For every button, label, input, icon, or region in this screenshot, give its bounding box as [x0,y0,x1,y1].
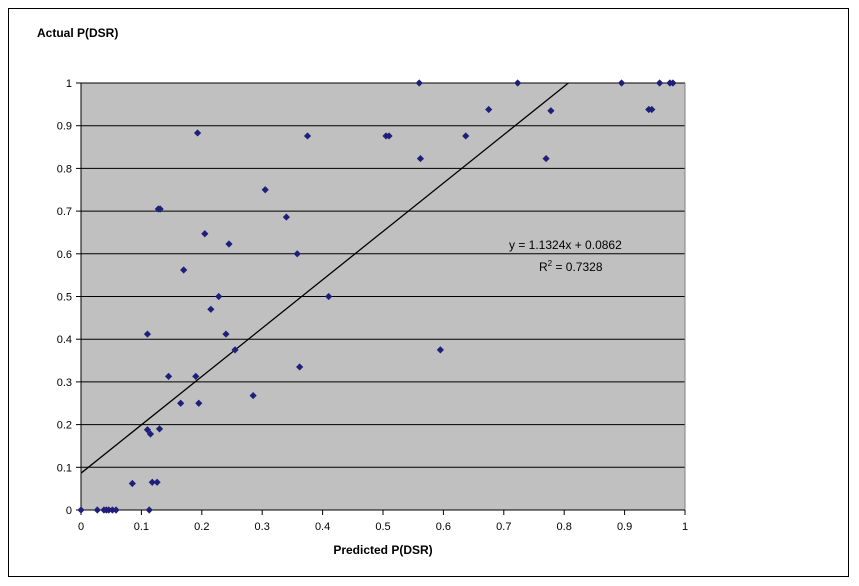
data-point [215,292,223,301]
data-point [108,506,117,514]
data-point [415,79,423,87]
r-squared-label: R2 = 0.7328 [539,259,603,274]
data-point [485,105,493,114]
data-point [146,430,155,438]
y-tick-label: 1 [66,78,72,90]
r-squared-prefix: R [539,260,548,274]
data-point [207,305,215,313]
data-point [231,346,239,354]
x-tick-label: 0.1 [134,521,149,533]
data-point [222,330,230,338]
x-tick-label: 0.7 [496,521,511,533]
data-point [153,478,161,486]
data-point [656,79,664,87]
data-point [303,132,312,140]
data-point [385,132,393,140]
x-tick-labels: 0 0.1 0.2 0.3 0.4 0.5 0.6 0.7 0.8 0.9 1 [78,510,688,533]
y-tick-labels: 0 0.1 0.2 0.3 0.4 0.5 0.6 0.7 0.8 0.9 1 [57,78,81,517]
data-point [195,399,203,407]
y-tick-label: 0.3 [57,377,72,389]
data-point [201,230,209,238]
data-point [249,391,257,400]
data-point [128,479,136,488]
x-tick-label: 0.2 [194,521,209,533]
y-tick-label: 0.2 [57,420,72,432]
r-squared-value: = 0.7328 [552,260,603,274]
x-tick-label: 0.6 [436,521,451,533]
x-tick-label: 1 [682,521,688,533]
x-tick-label: 0.4 [315,521,330,533]
y-axis-title: Actual P(DSR) [37,26,118,40]
x-tick-label: 0.9 [617,521,632,533]
data-point [180,266,188,274]
y-tick-label: 0.7 [57,206,72,218]
scatter-chart: Actual P(DSR) 0 0.1 0.2 0.3 0.4 0.5 0.6 0.7 0.8 0… [37,26,688,557]
r-squared-superscript: 2 [548,259,553,268]
chart-frame: Actual P(DSR) 0 0.1 0.2 0.3 0.4 0.5 0.6 0.7 0.8 0… [8,8,849,577]
data-point [112,506,120,514]
y-tick-label: 0 [66,505,72,517]
data-point [669,79,677,87]
data-point [143,426,152,434]
data-point [542,154,550,163]
x-tick-label: 0 [78,521,84,533]
data-point [617,79,626,87]
data-point [296,363,304,371]
trendline-equation: y = 1.1324x + 0.0862 [509,238,622,252]
data-point [93,506,101,514]
data-point [155,425,164,433]
data-point [148,478,156,486]
data-point [293,250,301,258]
x-axis-title: Predicted P(DSR) [333,543,432,557]
data-point [105,506,113,514]
data-point [156,205,164,213]
y-tick-label: 0.6 [57,249,72,261]
data-point [462,132,470,140]
data-point [77,506,85,514]
x-tick-label: 0.5 [375,521,390,533]
y-tick-label: 0.8 [57,163,72,175]
data-point [164,372,173,380]
y-tick-label: 0.1 [57,462,72,474]
trendline [80,82,569,474]
data-point [145,506,153,514]
data-point [547,107,555,115]
data-point [225,240,233,248]
gridlines [81,82,686,510]
y-tick-label: 0.5 [57,292,72,304]
data-point [514,79,522,87]
y-tick-label: 0.4 [57,334,72,346]
data-point [192,372,200,380]
y-tick-label: 0.9 [57,121,72,133]
data-point [282,213,290,221]
data-point [325,292,333,301]
data-point [143,330,152,338]
data-point [436,346,444,354]
x-tick-label: 0.3 [255,521,270,533]
data-point [648,105,656,114]
data-point [177,399,185,407]
x-tick-label: 0.8 [557,521,572,533]
data-point [416,154,425,163]
